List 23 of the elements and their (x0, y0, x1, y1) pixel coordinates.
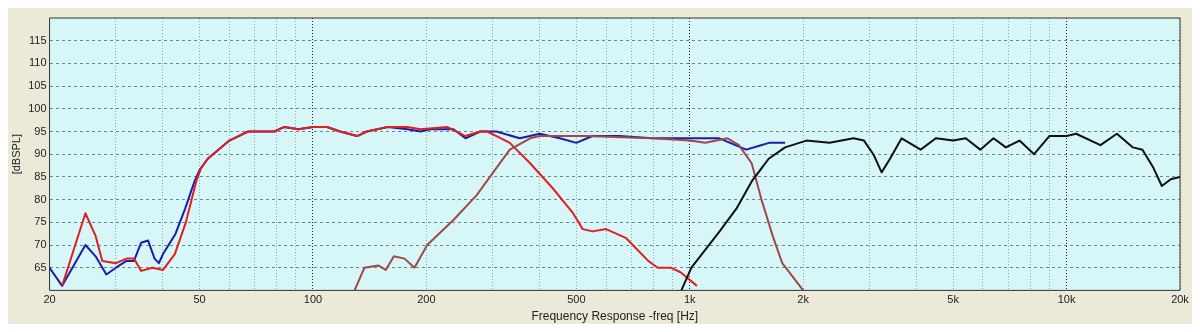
x-tick-label: 10k (1057, 293, 1076, 306)
y-axis-title: [dBSPL] (9, 134, 22, 175)
y-tick-label: 110 (29, 56, 47, 69)
x-tick-label: 20k (1171, 293, 1190, 306)
y-tick-label: 105 (28, 79, 47, 92)
x-tick-label: 100 (303, 293, 323, 306)
y-tick-label: 85 (34, 169, 47, 182)
y-tick-label: 115 (29, 33, 47, 46)
x-axis-title: Frequency Response -freq [Hz] (531, 309, 699, 324)
x-tick-label: 2k (797, 293, 810, 306)
x-tick-label: 200 (417, 293, 436, 306)
x-tick-label: 20 (43, 293, 56, 306)
x-tick-label: 500 (567, 293, 586, 306)
x-tick-label: 5k (947, 293, 960, 306)
y-tick-label: 100 (28, 101, 47, 114)
y-tick-label: 95 (34, 124, 47, 137)
x-tick-label: 1k (683, 293, 697, 306)
y-tick-label: 80 (34, 192, 47, 205)
y-tick-label: 75 (34, 215, 47, 228)
x-tick-label: 50 (193, 293, 206, 306)
y-tick-label: 90 (34, 147, 47, 160)
y-tick-label: 65 (34, 260, 47, 273)
y-tick-label: 70 (34, 238, 47, 251)
